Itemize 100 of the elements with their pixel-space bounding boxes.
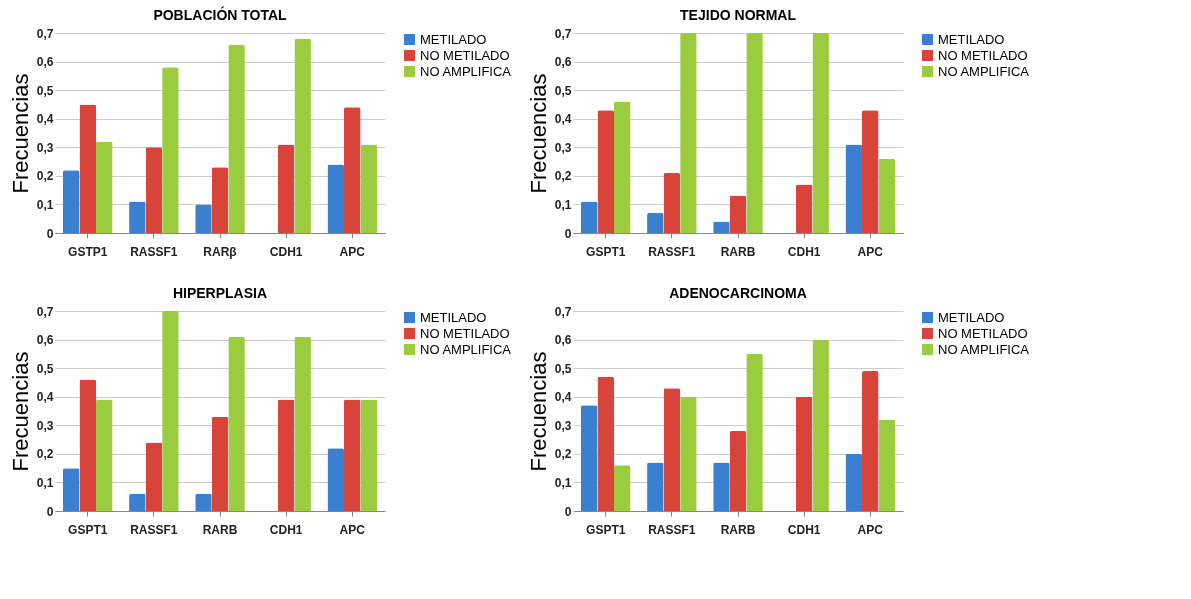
x-tick-label: APC (339, 522, 366, 537)
bar (614, 465, 631, 511)
y-tick-label: 0,5 (554, 83, 572, 98)
bar (62, 170, 80, 233)
x-tick-label: RARB (720, 522, 756, 537)
y-axis-title: Frecuencias (525, 351, 551, 472)
y-tick-label: 0,2 (36, 447, 54, 462)
chart-title: TEJIDO NORMAL (680, 7, 797, 23)
bar (96, 141, 113, 233)
bar (795, 184, 813, 233)
x-tick-label: CDH1 (269, 244, 303, 259)
x-tick-label: CDH1 (787, 522, 821, 537)
legend-label: METILADO (938, 31, 1005, 47)
x-tick-label: RARB (720, 244, 756, 259)
x-tick-label: RARB (202, 522, 238, 537)
bar (344, 399, 361, 511)
x-tick-label: GSPT1 (586, 244, 626, 259)
legend-label: NO METILADO (938, 47, 1028, 63)
bar (79, 379, 96, 511)
bar (812, 339, 829, 511)
legend-label: NO AMPLIFICA (938, 63, 1030, 79)
bar (327, 448, 344, 511)
legend-label: NO METILADO (420, 325, 510, 341)
y-tick-label: 0,1 (554, 197, 572, 212)
bar (62, 468, 80, 511)
chart-title: HIPERPLASIA (172, 285, 268, 301)
bar (580, 201, 598, 233)
y-tick-label: 0,6 (554, 333, 572, 348)
y-tick-label: 0,2 (554, 447, 572, 462)
bar (294, 38, 311, 233)
y-tick-label: 0,6 (36, 333, 54, 348)
y-tick-label: 0,7 (554, 304, 572, 319)
bar (145, 147, 163, 233)
bar (597, 376, 614, 511)
x-tick-label: RASSF1 (648, 522, 696, 537)
bar (360, 144, 378, 233)
bar (878, 419, 896, 511)
y-tick-label: 0,5 (36, 83, 54, 98)
bar (228, 336, 245, 511)
y-tick-label: 0 (564, 504, 572, 519)
bar (580, 405, 598, 511)
x-tick-label: GSPT1 (586, 522, 626, 537)
bar (614, 101, 631, 233)
bar (162, 67, 179, 233)
y-tick-label: 0,4 (554, 390, 572, 405)
y-tick-label: 0,5 (554, 361, 572, 376)
bar (862, 110, 879, 233)
x-tick-label: GSPT1 (68, 522, 108, 537)
y-tick-label: 0 (564, 226, 572, 241)
chart-title: POBLACIÓN TOTAL (153, 6, 288, 23)
y-tick-label: 0,1 (36, 197, 54, 212)
bar (845, 144, 862, 233)
bar (79, 104, 96, 233)
bar (647, 462, 664, 511)
bar (327, 164, 344, 233)
bar (360, 399, 378, 511)
x-tick-label: RASSF1 (648, 244, 696, 259)
y-tick-label: 0,7 (554, 26, 572, 41)
bar (680, 33, 697, 233)
y-tick-label: 0,2 (36, 169, 54, 184)
bar (294, 336, 311, 511)
y-tick-label: 0,3 (36, 140, 54, 155)
chart-title: ADENOCARCINOMA (669, 285, 807, 301)
x-tick-label: APC (857, 244, 884, 259)
bar (663, 388, 681, 511)
bar (277, 144, 295, 233)
y-tick-label: 0,4 (36, 112, 54, 127)
x-tick-label: APC (857, 522, 884, 537)
bar (845, 453, 862, 511)
x-tick-label: RASSF1 (130, 522, 178, 537)
legend-label: NO AMPLIFICA (420, 341, 512, 357)
y-tick-label: 0,3 (36, 418, 54, 433)
bar (344, 107, 361, 233)
bar (713, 462, 730, 511)
y-tick-label: 0,7 (36, 26, 54, 41)
y-tick-label: 0,3 (554, 140, 572, 155)
legend-label: METILADO (938, 309, 1005, 325)
bar (211, 167, 229, 233)
x-tick-label: CDH1 (269, 522, 303, 537)
legend-label: NO AMPLIFICA (420, 63, 512, 79)
bar (162, 311, 179, 511)
bar (680, 396, 697, 511)
legend-label: NO METILADO (938, 325, 1028, 341)
bar (878, 158, 896, 233)
bar (812, 33, 829, 233)
x-tick-label: GSTP1 (68, 244, 108, 259)
x-tick-label: CDH1 (787, 244, 821, 259)
y-axis-title: Frecuencias (525, 73, 551, 194)
bar (277, 399, 295, 511)
bar (96, 399, 113, 511)
y-tick-label: 0,5 (36, 361, 54, 376)
y-axis-title: Frecuencias (7, 73, 33, 194)
y-tick-label: 0,7 (36, 304, 54, 319)
bar (746, 33, 763, 233)
bar (647, 213, 664, 233)
legend-label: METILADO (420, 31, 487, 47)
bar (729, 431, 747, 511)
bar (729, 195, 747, 233)
bar (211, 416, 229, 511)
x-tick-label: RASSF1 (130, 244, 178, 259)
